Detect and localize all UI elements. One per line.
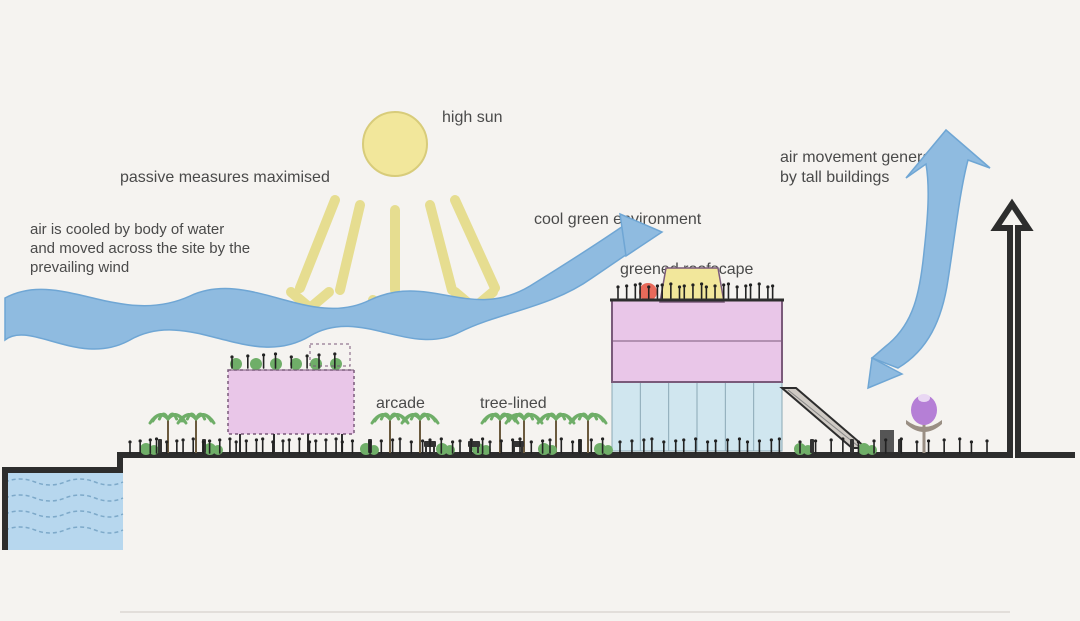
- building-left: [228, 370, 354, 434]
- sun-ray: [455, 200, 495, 288]
- escalator: [782, 388, 866, 448]
- section-outline: [5, 204, 1075, 550]
- bin-icon: [880, 430, 894, 452]
- water-body: [5, 470, 123, 550]
- sun-icon: [363, 112, 427, 176]
- diagram-svg: [0, 0, 1080, 621]
- sun-ray: [300, 200, 335, 288]
- wind-arrowhead: [620, 214, 662, 256]
- sun-ray: [340, 205, 360, 290]
- sun-ray: [430, 205, 452, 290]
- wind-arrow-right: [872, 130, 990, 368]
